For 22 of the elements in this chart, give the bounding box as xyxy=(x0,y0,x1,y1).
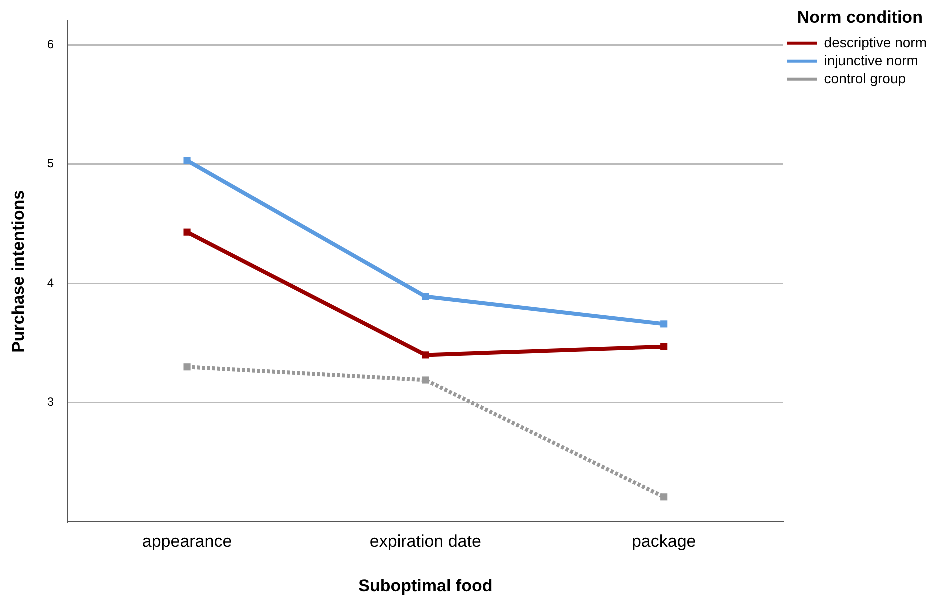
y-tick-label: 3 xyxy=(47,395,54,410)
legend-label: injunctive norm xyxy=(824,52,918,68)
x-tick-label: package xyxy=(632,532,696,552)
point xyxy=(660,494,668,501)
y-tick-label: 6 xyxy=(47,37,54,52)
y-tick-label: 5 xyxy=(47,156,54,171)
x-axis-title: Suboptimal food xyxy=(358,576,493,596)
point xyxy=(660,343,668,350)
point xyxy=(660,320,668,328)
point xyxy=(184,157,191,164)
legend-title: Norm condition xyxy=(797,8,923,28)
point xyxy=(422,352,430,359)
x-tick-label: appearance xyxy=(142,532,232,552)
legend-label: control group xyxy=(824,70,906,86)
point xyxy=(184,364,191,371)
y-axis-title: Purchase intentions xyxy=(8,190,28,353)
legend-label: descriptive norm xyxy=(824,34,927,50)
point xyxy=(422,293,430,300)
x-tick-label: expiration date xyxy=(370,532,482,552)
point xyxy=(422,376,430,384)
y-tick-label: 4 xyxy=(47,276,54,290)
point xyxy=(184,228,191,236)
